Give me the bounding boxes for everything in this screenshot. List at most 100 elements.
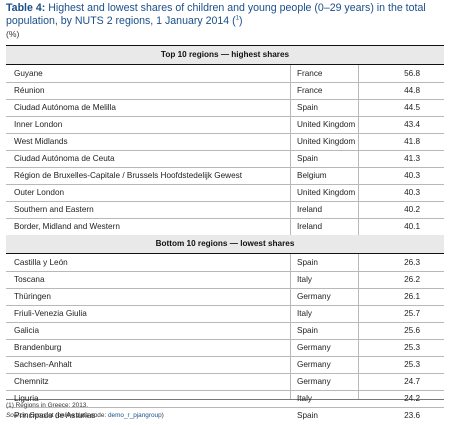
value-cell: 56.8 [404, 69, 420, 78]
source-label: Source: [6, 412, 29, 419]
country-cell: Germany [297, 360, 331, 369]
region-cell: West Midlands [14, 137, 68, 146]
country-cell: United Kingdom [297, 137, 356, 146]
country-cell: Italy [297, 275, 313, 284]
table-row: Sachsen-Anhalt Germany 25.3 [6, 356, 444, 374]
value-cell: 23.6 [404, 411, 420, 420]
table-row: Brandenburg Germany 25.3 [6, 339, 444, 357]
table-row: Border, Midland and Western Ireland 40.1 [6, 218, 444, 235]
table-row: Thüringen Germany 26.1 [6, 288, 444, 306]
column-divider [290, 254, 291, 399]
table-row: Inner London United Kingdom 43.4 [6, 116, 444, 134]
value-cell: 26.1 [404, 292, 420, 301]
country-cell: Spain [297, 326, 318, 335]
country-cell: United Kingdom [297, 188, 356, 197]
source-close: ) [161, 412, 164, 419]
region-cell: Brandenburg [14, 343, 62, 352]
country-cell: Ireland [297, 205, 323, 214]
table-row: Ciudad Autónoma de Ceuta Spain 41.3 [6, 150, 444, 168]
title-close: ) [239, 15, 243, 27]
column-divider [290, 65, 291, 235]
country-cell: Germany [297, 292, 331, 301]
region-cell: Réunion [14, 86, 45, 95]
value-cell: 40.3 [404, 171, 420, 180]
region-cell: Southern and Eastern [14, 205, 94, 214]
table-row: West Midlands United Kingdom 41.8 [6, 133, 444, 151]
country-cell: Germany [297, 377, 331, 386]
value-cell: 40.1 [404, 222, 420, 231]
value-cell: 44.5 [404, 103, 420, 112]
data-table: Top 10 regions — highest shares Guyane Fr… [6, 45, 444, 420]
table-row: Liguria Italy 24.2 [6, 390, 444, 408]
table-title: Table 4: Highest and lowest shares of ch… [6, 2, 446, 28]
table-row: Région de Bruxelles-Capitale / Brussels … [6, 167, 444, 185]
table-row: Réunion France 44.8 [6, 82, 444, 100]
country-cell: France [297, 69, 323, 78]
column-divider [358, 65, 359, 235]
region-cell: Ciudad Autónoma de Ceuta [14, 154, 115, 163]
region-cell: Région de Bruxelles-Capitale / Brussels … [14, 171, 242, 180]
table-row: Southern and Eastern Ireland 40.2 [6, 201, 444, 219]
value-cell: 25.3 [404, 360, 420, 369]
region-cell: Castilla y León [14, 258, 68, 267]
table-row: Castilla y León Spain 26.3 [6, 254, 444, 272]
region-cell: Border, Midland and Western [14, 222, 120, 231]
value-cell: 24.7 [404, 377, 420, 386]
title-note-ref: 1 [235, 15, 240, 22]
column-divider [358, 254, 359, 399]
data-code-link[interactable]: demo_r_pjangroup [107, 412, 162, 419]
value-cell: 25.6 [404, 326, 420, 335]
table-row: Principado de Asturias Spain 23.6 [6, 407, 444, 424]
source-text: Eurostat (online data code: [29, 412, 108, 419]
region-cell: Guyane [14, 69, 43, 78]
region-cell: Liguria [14, 394, 39, 403]
region-cell: Toscana [14, 275, 45, 284]
country-cell: Ireland [297, 222, 323, 231]
region-cell: Friuli-Venezia Giulia [14, 309, 87, 318]
country-cell: Spain [297, 103, 318, 112]
region-cell: Sachsen-Anhalt [14, 360, 72, 369]
top-section-heading: Top 10 regions — highest shares [6, 46, 444, 65]
region-cell: Inner London [14, 120, 63, 129]
value-cell: 43.4 [404, 120, 420, 129]
table-row: Friuli-Venezia Giulia Italy 25.7 [6, 305, 444, 323]
value-cell: 26.3 [404, 258, 420, 267]
table-title-text: Highest and lowest shares of children an… [6, 2, 426, 27]
country-cell: Spain [297, 411, 318, 420]
country-cell: Spain [297, 258, 318, 267]
country-cell: France [297, 86, 323, 95]
region-cell: Thüringen [14, 292, 51, 301]
table-row: Outer London United Kingdom 40.3 [6, 184, 444, 202]
footnote: (1) Regions in Greece: 2013. [6, 402, 89, 409]
region-cell: Ciudad Autónoma de Melilla [14, 103, 116, 112]
region-cell: Chemnitz [14, 377, 49, 386]
value-cell: 26.2 [404, 275, 420, 284]
source-line: Source: Eurostat (online data code: demo… [6, 412, 164, 419]
table-row: Galicia Spain 25.6 [6, 322, 444, 340]
region-cell: Principado de Asturias [14, 411, 96, 420]
table-row: Toscana Italy 26.2 [6, 271, 444, 289]
footnote-text: Regions in Greece: 2013. [15, 402, 89, 409]
value-cell: 25.7 [404, 309, 420, 318]
value-cell: 41.3 [404, 154, 420, 163]
table-number: Table 4: [6, 2, 46, 14]
unit-label: (%) [6, 29, 20, 39]
table-row: Guyane France 56.8 [6, 65, 444, 83]
value-cell: 25.3 [404, 343, 420, 352]
country-cell: Italy [297, 309, 313, 318]
country-cell: Belgium [297, 171, 327, 180]
value-cell: 40.2 [404, 205, 420, 214]
country-cell: Italy [297, 394, 313, 403]
value-cell: 44.8 [404, 86, 420, 95]
region-cell: Galicia [14, 326, 40, 335]
table-row: Chemnitz Germany 24.7 [6, 373, 444, 391]
value-cell: 40.3 [404, 188, 420, 197]
value-cell: 41.8 [404, 137, 420, 146]
value-cell: 24.2 [404, 394, 420, 403]
region-cell: Outer London [14, 188, 65, 197]
country-cell: United Kingdom [297, 120, 356, 129]
country-cell: Spain [297, 154, 318, 163]
footnote-ref: 1 [8, 402, 12, 409]
country-cell: Germany [297, 343, 331, 352]
